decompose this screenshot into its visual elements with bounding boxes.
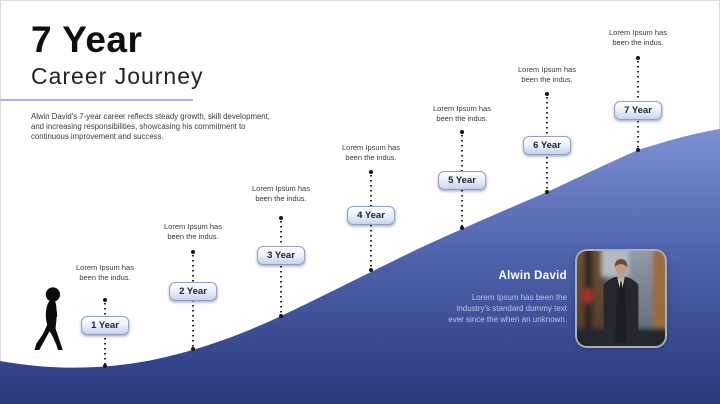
milestone-dotted-line (280, 221, 282, 315)
milestone-dotted-line (192, 255, 194, 348)
milestone-bottom-dot (545, 190, 549, 194)
milestone-bottom-dot (460, 226, 464, 230)
milestone-caption: Lorem Ipsum has been the indus. (518, 65, 576, 84)
milestone-top-dot (369, 170, 373, 174)
walking-person-icon (34, 287, 63, 351)
milestone-caption: Lorem Ipsum has been the indus. (609, 28, 667, 47)
milestone-bottom-dot (103, 364, 107, 368)
milestone-badge: 2 Year (169, 282, 217, 301)
milestone-bottom-dot (369, 268, 373, 272)
intro-paragraph: Alwin David's 7-year career reflects ste… (31, 112, 270, 141)
milestone-top-dot (460, 130, 464, 134)
milestone-caption: Lorem Ipsum has been the indus. (342, 143, 400, 162)
milestone-caption: Lorem Ipsum has been the indus. (433, 104, 491, 123)
milestone-badge: 5 Year (438, 171, 486, 190)
milestone-bottom-dot (636, 148, 640, 152)
page-subtitle: Career Journey (31, 63, 204, 89)
milestone-badge: 6 Year (523, 136, 571, 155)
milestone-caption: Lorem Ipsum has been the indus. (252, 184, 310, 203)
milestone-top-dot (636, 56, 640, 60)
profile-photo (575, 249, 667, 348)
title-divider (0, 99, 193, 101)
milestone-badge: 3 Year (257, 246, 305, 265)
milestone-top-dot (279, 216, 283, 220)
photo-bg-red-light (581, 287, 594, 304)
milestone-badge: 7 Year (614, 101, 662, 120)
profile-text-block: Alwin David Lorem Ipsum has been the ind… (420, 270, 567, 325)
milestone-top-dot (103, 298, 107, 302)
profile-name: Alwin David (498, 270, 567, 282)
milestone-bottom-dot (191, 347, 195, 351)
photo-bg-warm-strip (653, 251, 665, 346)
page-title: 7 Year (31, 19, 143, 60)
milestone-badge: 1 Year (81, 316, 129, 335)
profile-description: Lorem Ipsum has been the industry's stan… (448, 293, 567, 324)
milestone-badge: 4 Year (347, 206, 395, 225)
milestone-top-dot (191, 250, 195, 254)
photo-man-figure (603, 258, 639, 343)
milestone-caption: Lorem Ipsum has been the indus. (76, 263, 134, 282)
milestone-caption: Lorem Ipsum has been the indus. (164, 222, 222, 241)
milestone-bottom-dot (279, 314, 283, 318)
milestone-top-dot (545, 92, 549, 96)
